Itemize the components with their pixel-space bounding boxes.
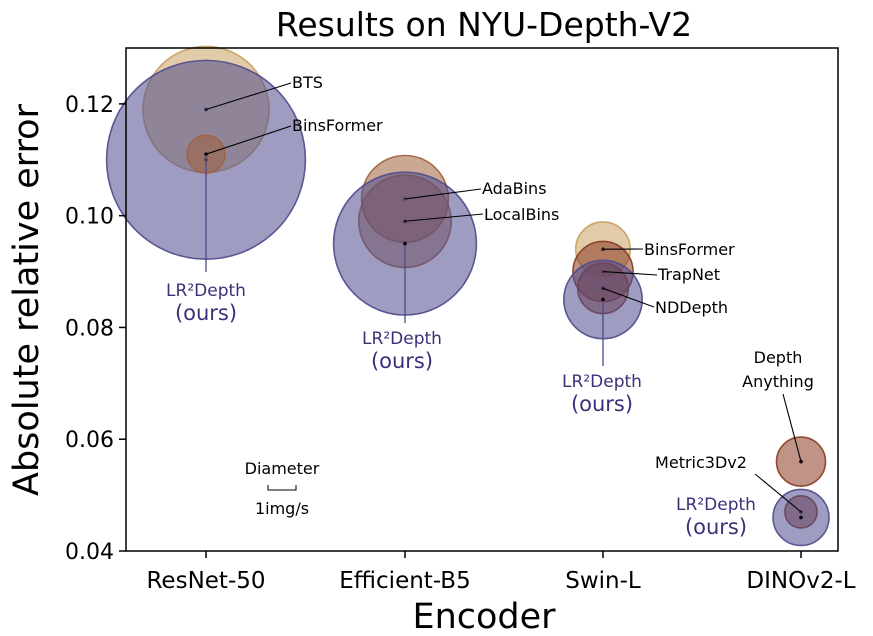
- chart-title: Results on NYU-Depth-V2: [276, 5, 692, 44]
- y-tick-label: 0.08: [65, 316, 114, 341]
- y-tick-label: 0.06: [65, 428, 114, 453]
- point-label-ours: (ours): [371, 349, 433, 373]
- leader-line: [602, 287, 655, 308]
- bubble-center-dot: [601, 297, 605, 302]
- x-tick-label: ResNet-50: [146, 568, 265, 594]
- leader-line: [602, 271, 658, 276]
- x-tick-label: Swin-L: [565, 568, 641, 594]
- point-label: LR²Depth: [166, 281, 246, 301]
- labels-layer: BTSLR²Depth(ours)BinsFormerAdaBinsLocalB…: [166, 73, 814, 539]
- x-axis: ResNet-50 Efficient-B5 Swin-L DINOv2-L: [146, 551, 856, 594]
- point-label-line2: Anything: [742, 372, 814, 391]
- bubble-center-dot: [799, 515, 803, 520]
- size-legend-title: Diameter: [245, 459, 320, 478]
- leaders-layer: [205, 82, 802, 513]
- point-label: TrapNet: [657, 265, 720, 284]
- x-tick-label: DINOv2-L: [746, 568, 855, 594]
- point-label: LR²Depth: [676, 495, 756, 515]
- size-legend-unit: 1img/s: [255, 499, 309, 518]
- point-label: NDDepth: [655, 298, 728, 317]
- point-label: AdaBins: [482, 179, 547, 198]
- x-axis-label: Encoder: [412, 597, 556, 636]
- leader-line: [754, 473, 802, 513]
- y-tick-label: 0.04: [65, 540, 114, 565]
- point-label-ours: (ours): [175, 301, 237, 325]
- point-label-ours: (ours): [571, 392, 633, 416]
- leader-line: [404, 188, 482, 200]
- leader-line: [205, 82, 292, 111]
- y-axis: 0.04 0.06 0.08 0.10 0.12: [65, 93, 126, 565]
- bubble-center-dot: [799, 459, 803, 464]
- point-label: LocalBins: [484, 205, 559, 224]
- y-axis-label: Absolute relative error: [7, 103, 47, 496]
- point-label: Metric3Dv2: [655, 453, 747, 472]
- y-tick-label: 0.10: [65, 205, 114, 230]
- point-label: LR²Depth: [362, 329, 442, 349]
- point-label-ours: (ours): [685, 515, 747, 539]
- point-label: BinsFormer: [292, 116, 383, 135]
- y-tick-label: 0.12: [65, 93, 114, 118]
- point-label: Depth: [754, 348, 803, 367]
- point-label: LR²Depth: [562, 372, 642, 392]
- x-tick-label: Efficient-B5: [339, 568, 470, 594]
- plot-frame: [125, 47, 839, 552]
- point-label: BTS: [292, 73, 323, 92]
- leader-line: [404, 213, 484, 222]
- size-legend-bracket: [267, 485, 297, 491]
- leader-line: [205, 125, 292, 155]
- leader-line: [782, 393, 802, 462]
- point-label: BinsFormer: [644, 240, 735, 259]
- bubble-center-dot: [403, 241, 407, 246]
- size-legend: Diameter 1img/s: [245, 459, 320, 518]
